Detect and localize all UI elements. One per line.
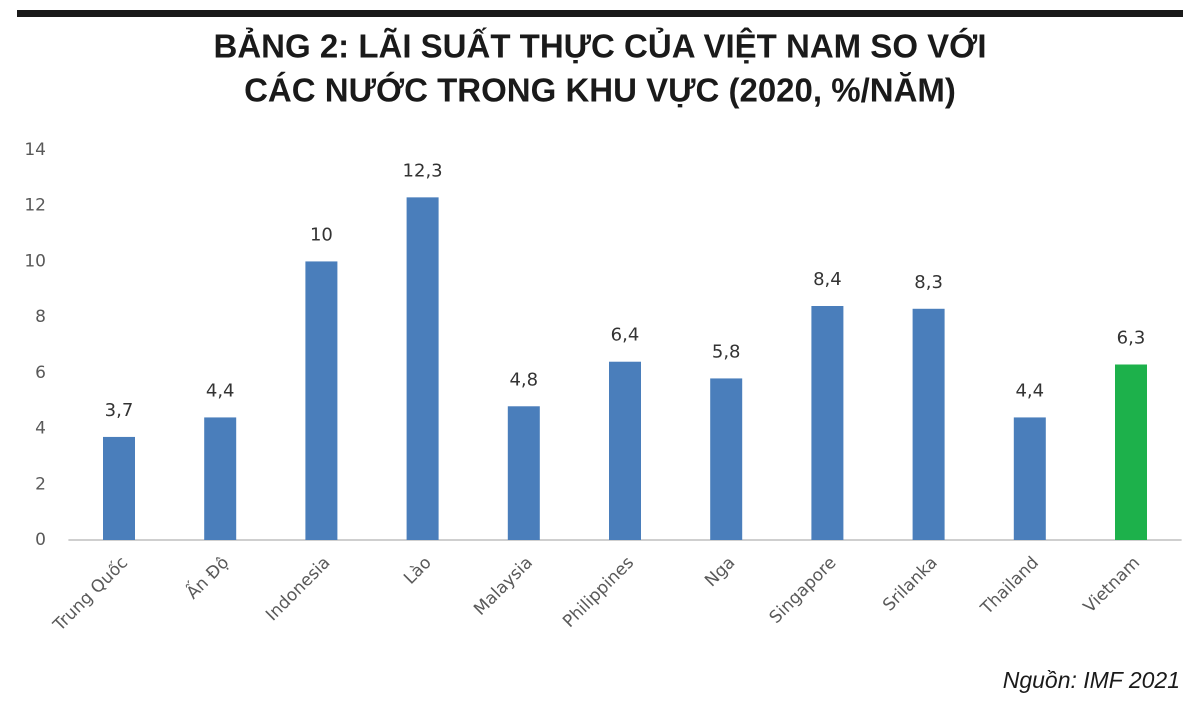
bar [507,406,540,540]
value-label: 4,8 [509,369,538,390]
source-note: Nguồn: IMF 2021 [1003,667,1180,693]
y-tick-label: 2 [35,474,46,494]
bar [204,417,237,540]
y-tick-label: 0 [35,530,46,550]
value-label: 6,4 [611,325,640,346]
value-label: 5,8 [712,341,741,362]
x-tick-label: Ấn Độ [180,550,233,603]
value-label: 6,3 [1117,328,1146,349]
y-tick-label: 4 [35,419,46,439]
top-rule [17,10,1183,17]
bar [103,436,135,540]
x-tick-label: Singapore [766,553,841,628]
x-tick-label: Philippines [559,553,638,632]
chart-title: BẢNG 2: LÃI SUẤT THỰC CỦA VIỆT NAM SO VỚ… [214,28,987,65]
x-tick-label: Indonesia [262,553,334,625]
x-tick-label: Vietnam [1080,553,1144,617]
bar [1013,417,1046,540]
value-label: 8,3 [914,272,943,293]
x-tick-label: Malaysia [470,553,537,620]
x-tick-label: Srilanka [879,553,942,616]
y-tick-label: 6 [35,363,46,383]
value-label: 4,4 [1015,380,1044,401]
bar [609,361,641,540]
bar [811,306,844,540]
x-tick-label: Nga [701,553,739,591]
value-label: 10 [310,224,333,245]
value-label: 12,3 [403,160,443,181]
y-tick-label: 8 [35,307,46,327]
bar [305,261,338,540]
value-label: 8,4 [813,269,842,290]
x-tick-label: Trung Quốc [48,552,132,636]
x-tick-label: Lào [400,553,436,589]
y-tick-label: 10 [24,251,46,271]
bar [912,308,945,540]
y-tick-label: 14 [24,140,46,160]
chart-title: CÁC NƯỚC TRONG KHU VỰC (2020, %/NĂM) [244,72,956,109]
value-label: 4,4 [206,380,235,401]
y-tick-label: 12 [24,196,46,216]
bar [710,378,743,540]
value-label: 3,7 [105,400,134,421]
x-tick-label: Thailand [976,553,1042,619]
bar [406,197,439,540]
bar [1115,364,1147,540]
